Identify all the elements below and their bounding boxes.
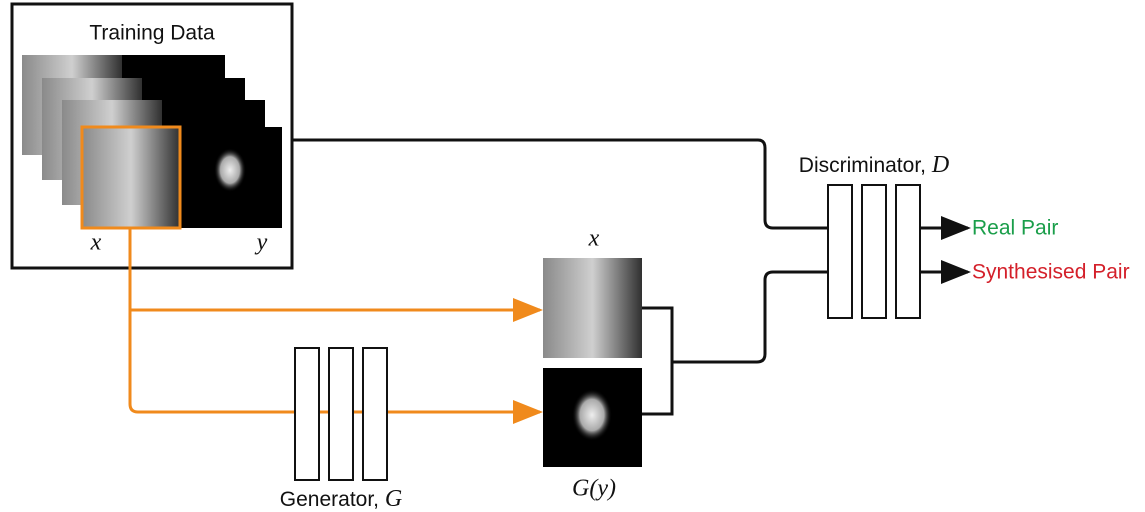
discriminator-blocks	[828, 185, 920, 318]
y-label: y	[255, 230, 268, 256]
x-image	[543, 258, 642, 358]
generator-text: Generator,	[280, 488, 379, 511]
discriminator-symbol: D	[931, 152, 949, 178]
discriminator-label: Discriminator, D	[799, 152, 949, 178]
gy-label: G(y)	[572, 476, 616, 502]
generator-blocks	[295, 348, 387, 480]
generator-symbol: G	[385, 486, 402, 512]
synth-path	[642, 272, 828, 414]
pair-x-label: x	[588, 226, 600, 252]
synth-label: Synthesised Pair	[972, 261, 1130, 284]
real-label: Real Pair	[972, 217, 1058, 240]
generator-label: Generator, G	[280, 486, 402, 512]
discriminator-text: Discriminator,	[799, 154, 926, 177]
real-path	[292, 140, 828, 228]
diagram: Training Data x y Generator, G x G(y) Di…	[0, 0, 1145, 512]
x-label: x	[90, 230, 102, 256]
training-title: Training Data	[89, 22, 215, 45]
gy-blob	[572, 389, 612, 441]
